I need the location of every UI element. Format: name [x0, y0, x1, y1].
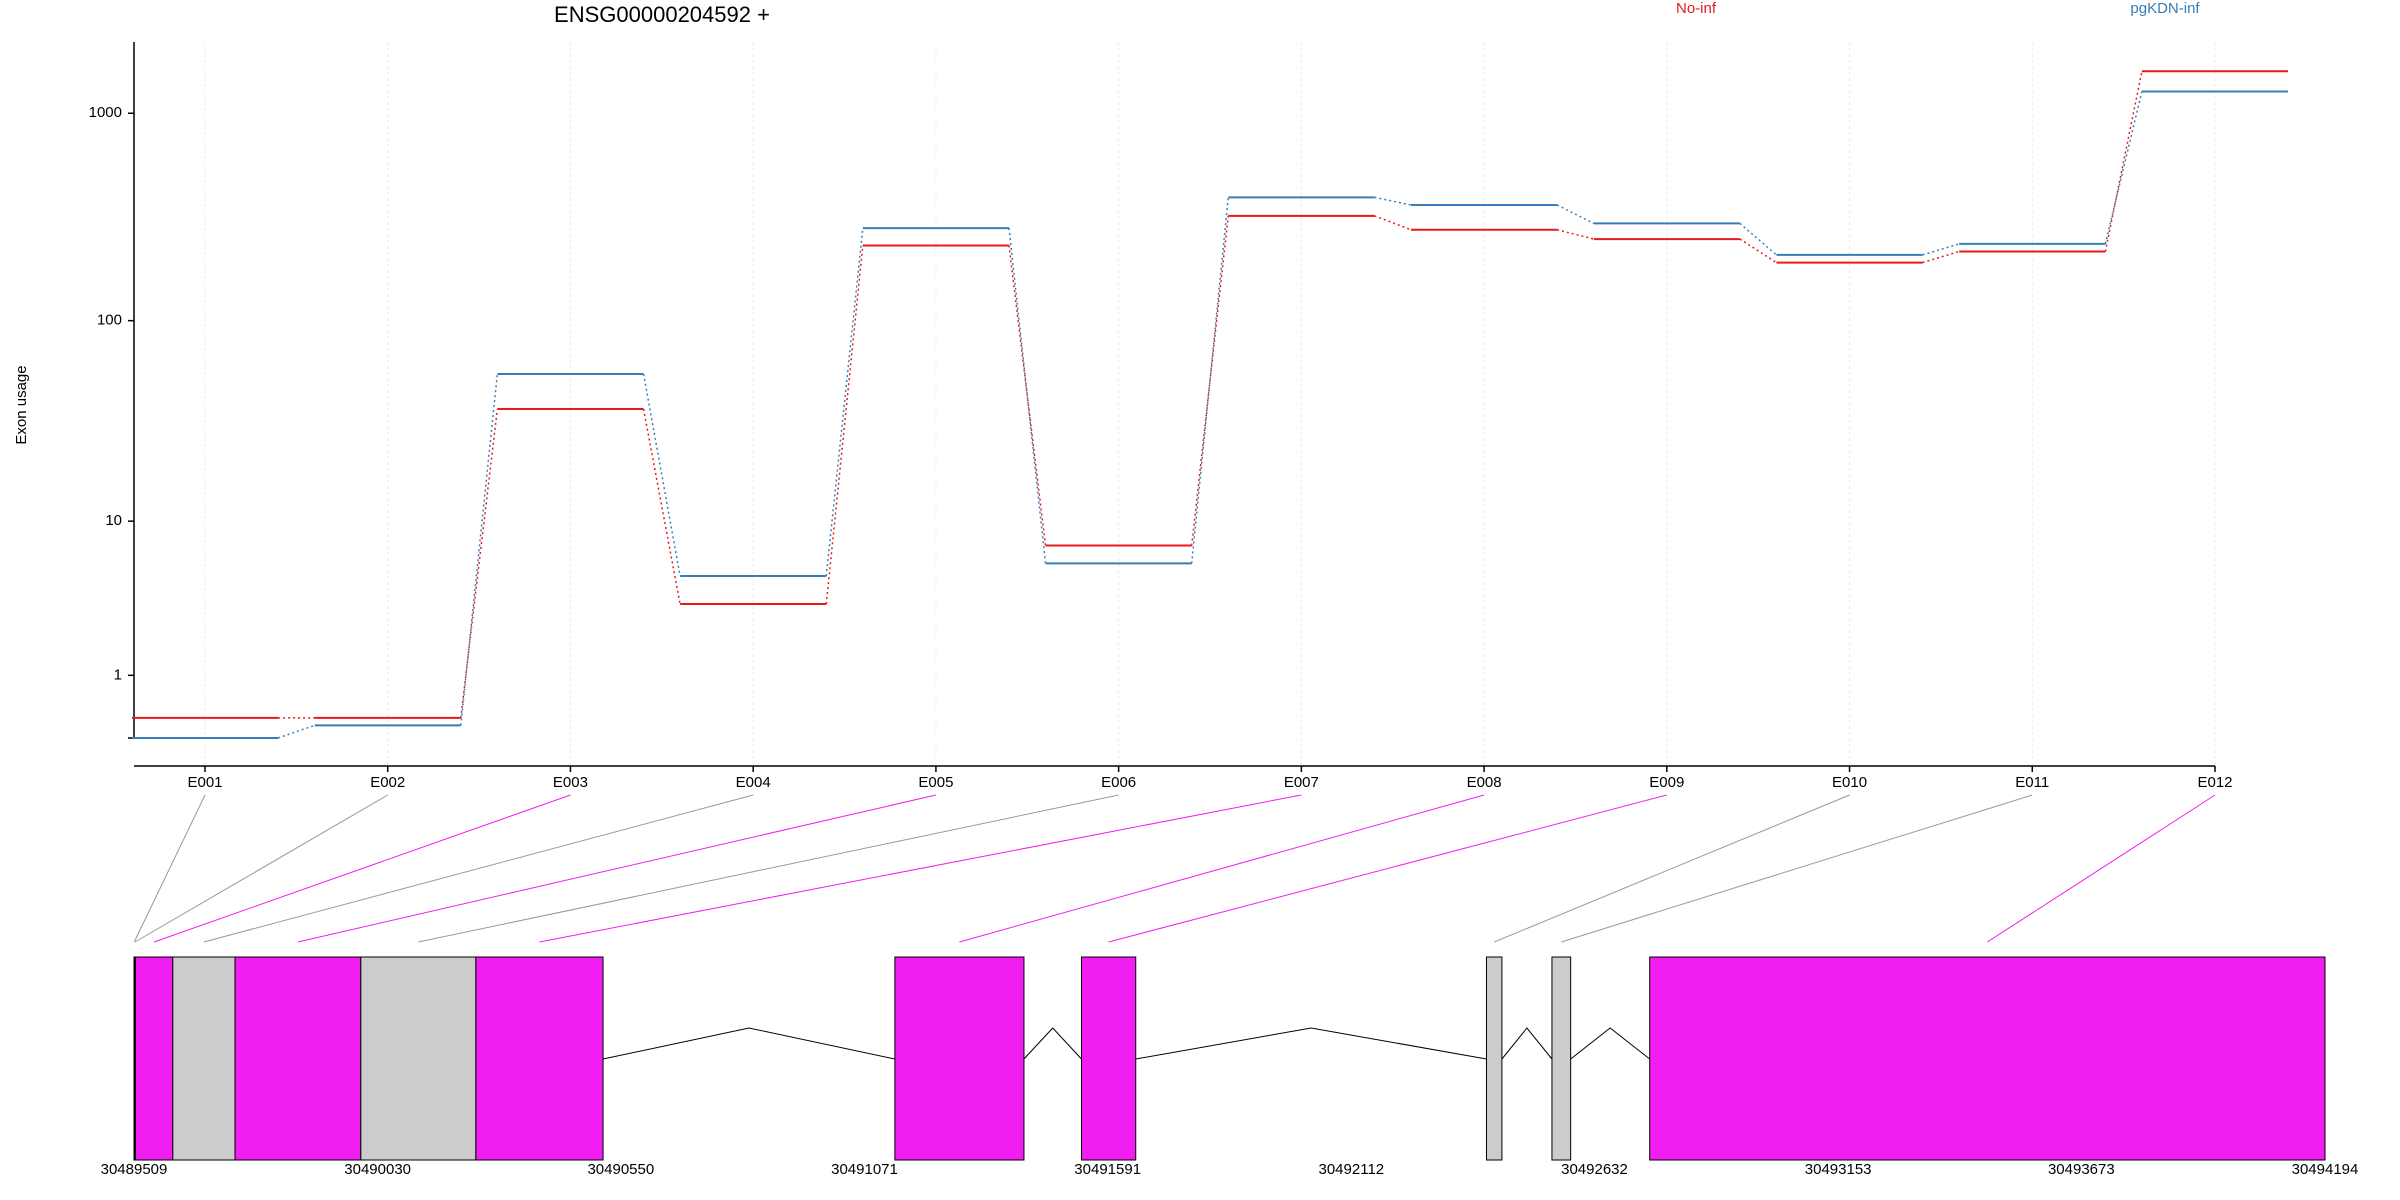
exon-block — [475, 956, 604, 1161]
exon-link — [134, 794, 388, 943]
exon-link — [297, 794, 937, 943]
connector — [642, 373, 681, 577]
connector — [1556, 204, 1595, 225]
x-tick-label: E006 — [1101, 774, 1136, 791]
connector — [1374, 196, 1412, 206]
x-tick-label: E008 — [1467, 774, 1502, 791]
connector — [1008, 228, 1047, 564]
connector — [1739, 238, 1777, 264]
x-tick-label: E012 — [2197, 774, 2232, 791]
legend-entry: No-inf — [1676, 0, 1717, 17]
intron — [1501, 1027, 1553, 1060]
exon-link — [1494, 794, 1850, 943]
y-axis-label: Exon usage — [13, 365, 30, 444]
genomic-tick-label: 30492632 — [1561, 1161, 1628, 1178]
exon-link — [1108, 794, 1667, 943]
x-tick-label: E002 — [370, 774, 405, 791]
x-tick-label: E010 — [1832, 774, 1867, 791]
exon-block — [134, 956, 174, 1161]
connector — [825, 245, 864, 605]
x-tick-label: E001 — [187, 774, 222, 791]
exon-block — [1485, 956, 1503, 1161]
connector — [1922, 250, 1960, 264]
y-tick-label: 100 — [97, 312, 122, 329]
genomic-tick-label: 30491071 — [831, 1161, 898, 1178]
exon-block — [234, 956, 362, 1161]
genomic-tick-label: 30492112 — [1319, 1161, 1385, 1178]
genomic-tick-label: 30493673 — [2048, 1161, 2115, 1178]
exon-link — [133, 794, 206, 943]
x-tick-label: E003 — [553, 774, 588, 791]
exon-block — [1649, 956, 2326, 1161]
x-tick-label: E005 — [918, 774, 953, 791]
connector — [1190, 215, 1230, 546]
y-tick-label: 1 — [114, 666, 122, 683]
x-tick-label: E007 — [1284, 774, 1319, 791]
exon-link — [203, 794, 754, 943]
connector — [1922, 243, 1960, 256]
connector — [825, 228, 864, 577]
connector — [460, 373, 499, 726]
exon-link — [418, 794, 1119, 943]
exon-link — [539, 794, 1302, 943]
connector — [642, 408, 681, 605]
connector — [1739, 222, 1777, 256]
genomic-tick-label: 30491591 — [1074, 1161, 1141, 1178]
exon-link — [1561, 794, 2033, 943]
connector — [277, 724, 315, 739]
connector — [2104, 71, 2143, 252]
connector — [1374, 215, 1412, 231]
chart-title: ENSG00000204592 + — [554, 2, 770, 27]
connector — [1556, 229, 1594, 240]
exon-block — [360, 956, 477, 1161]
genomic-tick-label: 30489509 — [101, 1161, 168, 1178]
intron — [602, 1027, 895, 1060]
y-tick-label: 1000 — [89, 104, 122, 121]
exon-block — [1080, 956, 1137, 1161]
connector — [460, 408, 499, 718]
connector — [2104, 91, 2143, 245]
exon-link — [153, 794, 571, 943]
x-tick-label: E011 — [2015, 774, 2049, 791]
legend-entry: pgKDN-inf — [2130, 0, 2200, 17]
connector — [1008, 245, 1047, 546]
y-tick-label: 10 — [105, 512, 122, 529]
exon-block — [894, 956, 1025, 1161]
intron — [1570, 1027, 1651, 1060]
x-tick-label: E009 — [1649, 774, 1684, 791]
connector — [1190, 197, 1230, 564]
genomic-tick-label: 30494194 — [2292, 1161, 2359, 1178]
exon-block — [172, 956, 236, 1161]
x-tick-label: E004 — [736, 774, 771, 791]
intron — [1135, 1027, 1487, 1060]
genomic-tick-label: 30490030 — [344, 1161, 411, 1178]
genomic-tick-label: 30490550 — [587, 1161, 654, 1178]
exon-link — [1987, 794, 2216, 943]
intron — [1023, 1027, 1082, 1060]
exon-link — [959, 794, 1485, 943]
genomic-tick-label: 30493153 — [1805, 1161, 1872, 1178]
exon-block — [1551, 956, 1572, 1161]
